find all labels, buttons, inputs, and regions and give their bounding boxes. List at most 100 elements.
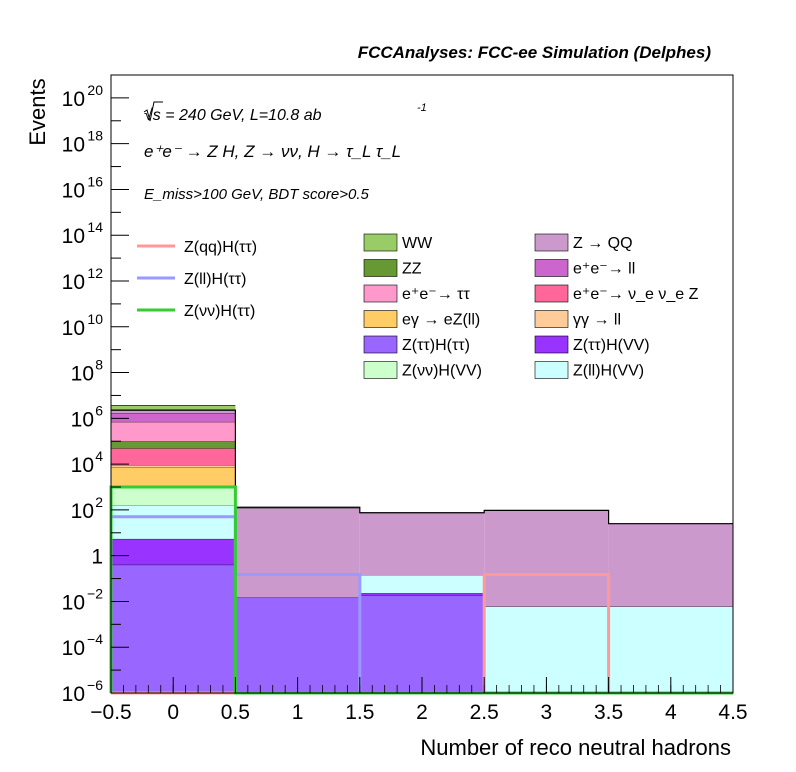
- legend-swatch-e-ez-ll: [363, 310, 398, 328]
- x-tick-label: 2: [416, 701, 428, 724]
- bar-ww-bin-0: [111, 405, 236, 411]
- y-tick-label: 10 −4: [62, 631, 104, 660]
- legend-swatch-zz: [363, 259, 398, 277]
- y-tick-label-base: 10: [71, 500, 94, 523]
- annotation-sqrts-text: √s = 240 GeV, L=10.8 ab: [144, 107, 322, 124]
- x-tick-label: 2.5: [470, 701, 499, 724]
- y-tick-label: 10 6: [71, 402, 104, 431]
- y-tick-label-exponent: 10: [87, 311, 103, 327]
- y-tick-label: 10 8: [71, 357, 104, 386]
- bar-z-ll-h-bin-0: [111, 505, 236, 539]
- legend-swatch-e-e: [363, 284, 398, 303]
- y-tick-label-exponent: −2: [87, 585, 103, 601]
- x-tick-label: 4: [665, 701, 677, 724]
- bar-z-h-vv-bin-0: [111, 538, 236, 565]
- legend-swatch-z-h: [363, 335, 398, 354]
- legend-label: Z(νν)H(VV): [402, 363, 482, 380]
- annotation-sqrts: √s = 240 GeV, L=10.8 ab -1: [144, 102, 427, 124]
- legend-label: e⁺e⁻→ ττ: [402, 286, 470, 303]
- x-tick-label: 0: [167, 701, 179, 724]
- bar-e-e-ll-bin-0: [111, 413, 236, 422]
- y-tick-label-exponent: 18: [87, 128, 103, 144]
- stack-total-outline: [111, 409, 733, 525]
- y-tick-label-exponent: 6: [95, 402, 103, 418]
- y-tick-label-base: 10: [62, 134, 85, 157]
- y-tick-label-base: 10: [62, 225, 85, 248]
- x-tick-label: 1: [292, 701, 304, 724]
- bar-z-h-vv-bin-0: [111, 486, 236, 506]
- legend-swatch-e-e-e-e-z: [534, 284, 569, 303]
- y-tick-label-exponent: −4: [87, 631, 103, 647]
- legend-swatch-z-qq: [534, 233, 569, 252]
- x-tick-label: −0.5: [90, 701, 131, 724]
- y-tick-label-base: 10: [71, 454, 94, 477]
- y-tick-label-exponent: 4: [95, 448, 103, 464]
- annotation-cut: E_miss>100 GeV, BDT score>0.5: [144, 186, 369, 203]
- y-tick-label-base: 10: [62, 179, 85, 202]
- y-tick-label: 10 2: [71, 494, 104, 523]
- stacked-histograms: [111, 405, 733, 693]
- y-tick-label: 10 12: [62, 265, 104, 294]
- legend-label: ZZ: [402, 261, 422, 278]
- bar-z-h-bin-2: [359, 595, 485, 693]
- y-tick-label-base: 10: [62, 591, 85, 614]
- legend-label: e⁺e⁻→ ll: [573, 261, 635, 278]
- x-tick-label: 1.5: [345, 701, 374, 724]
- bar-e-e-e-e-z-bin-0: [111, 448, 236, 466]
- x-tick-label: 0.5: [221, 701, 250, 724]
- legend-swatch-z-ll-h-vv: [534, 361, 569, 379]
- legend-label: WW: [402, 235, 433, 252]
- legend-signals: Z(qq)H(ττ) Z(ll)H(ττ) Z(νν)H(ττ): [137, 239, 257, 320]
- legend-swatch-e-e-ll: [534, 259, 569, 277]
- y-tick-label-base: 10: [62, 271, 85, 294]
- legend-label: Z(νν)H(ττ): [184, 303, 255, 320]
- y-tick-label-exponent: 12: [87, 265, 103, 281]
- legend-label: Z(ll)H(VV): [573, 363, 644, 380]
- y-tick-label: 10 −6: [62, 677, 104, 706]
- bar-z-qq-bin-0: [111, 410, 236, 414]
- legend-column-1: WW ZZ e⁺e⁻→ ττ eγ → eZ(ll) Z(ττ)H(ττ) Z(νν)H(…: [363, 233, 482, 380]
- chart-title: FCCAnalyses: FCC-ee Simulation (Delphes): [358, 43, 712, 62]
- x-tick-label: 3: [541, 701, 553, 724]
- y-tick-label: 10 20: [62, 82, 104, 111]
- y-tick-label-exponent: 20: [87, 82, 103, 98]
- legend-label: Z(ττ)H(VV): [573, 337, 650, 354]
- bar-z-qq-bin-3: [484, 510, 609, 607]
- bar-z-qq-bin-2: [359, 512, 485, 575]
- y-tick-label: 10 14: [62, 219, 104, 248]
- y-tick-label-exponent: −6: [87, 677, 103, 693]
- y-tick-label: 1: [91, 546, 103, 569]
- bar-z-h-vv-bin-2: [359, 593, 485, 596]
- annotation-process: e⁺e⁻ → Z H, Z → νν, H → τ_L τ_L: [144, 142, 401, 161]
- y-tick-label-base: 10: [71, 408, 94, 431]
- legend-swatch-ww: [363, 233, 398, 252]
- bar-z-h-bin-0: [111, 564, 236, 693]
- y-tick-label-base: 10: [62, 88, 85, 111]
- x-tick-label: 4.5: [718, 701, 747, 724]
- bar-e-e-bin-0: [111, 421, 236, 442]
- legend-swatch-ll: [534, 310, 569, 328]
- y-tick-label-base: 10: [71, 363, 94, 386]
- bar-z-qq-bin-1: [235, 508, 360, 598]
- legend-label: γγ → ll: [573, 312, 621, 329]
- bar-z-ll-h-bin-2: [359, 575, 485, 594]
- y-tick-label: 10 18: [62, 128, 104, 157]
- legend-label: Z → QQ: [573, 235, 633, 252]
- legend-label: Z(ττ)H(ττ): [402, 337, 470, 354]
- y-tick-label: 10 16: [62, 173, 104, 202]
- y-tick-label-base: 10: [62, 683, 85, 706]
- y-tick-label-exponent: 16: [87, 173, 103, 189]
- legend-swatch-z-h-vv: [534, 335, 569, 354]
- y-tick-label-exponent: 14: [87, 219, 103, 235]
- y-tick-label: 10 4: [71, 448, 104, 477]
- y-tick-label-text: 1: [91, 546, 103, 569]
- x-axis-label: Number of reco neutral hadrons: [420, 735, 731, 760]
- legend-label: Z(ll)H(ττ): [184, 271, 246, 288]
- legend-column-2: Z → QQ e⁺e⁻→ ll e⁺e⁻→ ν_e ν_e Z γγ → ll Z(ττ…: [534, 233, 699, 380]
- x-tick-label: 3.5: [594, 701, 623, 724]
- bar-e-ez-ll-bin-0: [111, 467, 236, 487]
- y-tick-label-base: 10: [62, 637, 85, 660]
- bar-zz-bin-0: [111, 441, 236, 449]
- legend-swatch-z-h-vv: [363, 361, 398, 379]
- bar-z-qq-bin-4: [608, 523, 733, 607]
